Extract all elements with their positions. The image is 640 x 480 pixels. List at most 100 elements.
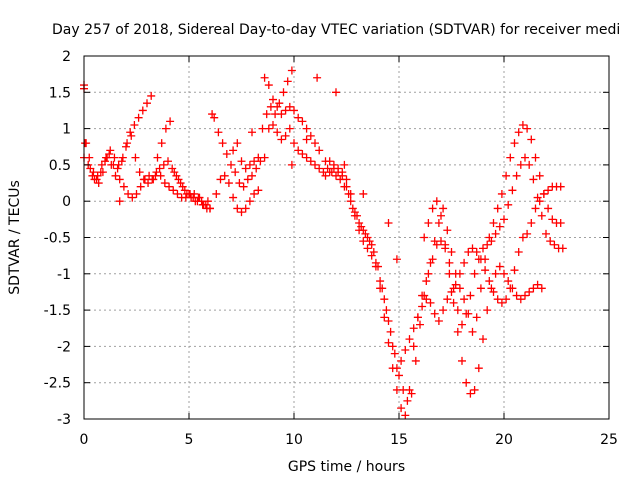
data-point [544,204,553,213]
data-point [380,313,389,322]
y-tick-label: -3 [57,412,71,428]
data-point [248,171,256,180]
data-point [472,248,481,257]
data-point [233,204,242,213]
data-point [401,411,410,420]
data-point [489,218,498,227]
data-point [500,269,508,278]
data-point [476,255,485,264]
data-point [508,186,517,195]
data-point [439,306,448,315]
data-point [237,208,246,217]
data-point [126,128,135,137]
data-point [416,320,424,329]
data-point [392,364,401,373]
chart-title: Day 257 of 2018, Sidereal Day-to-day VTE… [52,22,620,38]
data-point [174,175,183,184]
data-point [216,175,225,184]
data-point [462,378,471,387]
data-point [422,295,431,304]
data-point [535,197,544,206]
data-point [176,179,185,188]
data-point [371,262,380,271]
data-point [468,327,477,336]
data-point [269,120,277,129]
data-point [156,171,165,180]
y-tick-label: 0 [62,194,71,210]
data-point [359,237,368,246]
data-point [458,320,466,329]
data-point [81,139,90,148]
data-point [386,327,395,336]
data-point [164,157,172,166]
data-point [460,258,469,267]
data-point [258,124,267,133]
data-point [298,150,307,159]
data-point [266,102,275,111]
data-point [334,168,343,177]
data-point [325,168,334,177]
data-point [535,171,544,180]
data-point [229,146,238,155]
data-point [212,189,221,198]
data-point [311,139,319,148]
data-point [388,342,397,351]
data-point [390,349,399,358]
data-point [479,244,487,253]
data-point [405,385,414,394]
data-point [363,244,372,253]
y-axis-label: SDTVAR / TECUs [7,180,23,295]
data-point [476,284,485,293]
data-point [340,160,349,169]
data-point [227,160,235,169]
data-point [332,88,340,97]
data-point [220,171,229,180]
data-point [432,240,441,249]
y-tick-label: -1 [57,267,71,283]
data-point [361,229,370,238]
data-point [455,269,464,278]
data-point [544,186,553,195]
data-point [111,171,120,180]
data-point [206,204,214,213]
data-point [229,193,238,202]
data-point [281,106,290,115]
data-point [420,233,429,242]
data-point [287,66,296,75]
data-point [411,356,420,365]
data-point [376,284,385,293]
data-point [321,171,330,180]
data-point [306,157,315,166]
data-point [245,160,254,169]
data-point [235,179,244,188]
data-point [160,179,169,188]
data-point [93,171,102,180]
data-point [346,197,355,206]
data-point [489,287,498,296]
data-point [523,124,532,133]
data-point [430,237,439,246]
data-point [418,302,427,311]
data-point [275,99,284,108]
data-point [329,164,338,173]
data-point [135,168,144,177]
data-point [518,120,527,129]
data-point [153,153,162,162]
data-point [279,88,288,97]
data-point [500,215,508,224]
data-point [470,269,479,278]
data-point [190,189,199,198]
data-point [516,295,525,304]
data-point [277,135,286,144]
data-point [445,258,454,267]
data-point [529,284,538,293]
data-point [380,295,389,304]
data-point [122,142,130,151]
data-point [302,124,311,133]
data-point [529,175,538,184]
data-point [502,295,511,304]
data-point [147,91,156,100]
data-point [214,128,223,137]
data-point [533,193,542,202]
